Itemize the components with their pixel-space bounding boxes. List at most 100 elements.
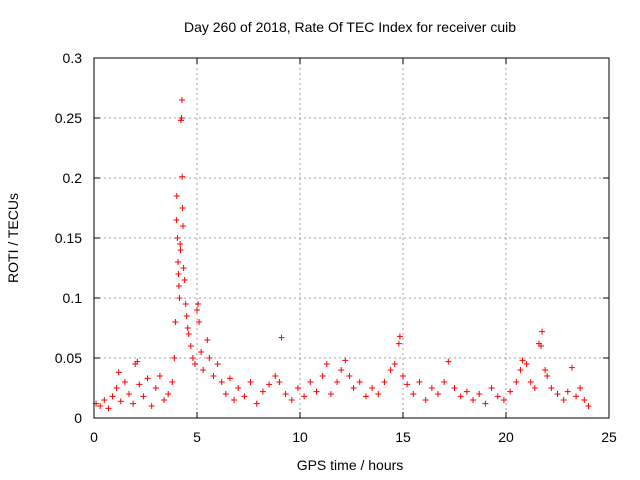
data-point xyxy=(463,388,470,395)
y-tick-label: 0.3 xyxy=(63,50,83,66)
data-point xyxy=(178,97,185,103)
data-point xyxy=(241,393,248,400)
data-point xyxy=(410,391,417,397)
data-point xyxy=(544,373,551,379)
data-point xyxy=(542,367,549,373)
data-point xyxy=(136,381,143,388)
data-point xyxy=(200,367,207,373)
data-point xyxy=(253,400,260,407)
data-point xyxy=(342,357,349,364)
y-axis-label: ROTI / TECUs xyxy=(5,193,21,283)
data-point xyxy=(174,235,181,241)
data-point xyxy=(585,403,592,409)
data-point xyxy=(457,393,464,400)
data-point xyxy=(573,393,580,400)
data-point xyxy=(445,358,452,365)
data-points xyxy=(93,97,592,412)
data-point xyxy=(531,385,538,391)
data-point xyxy=(194,307,200,313)
data-point xyxy=(523,361,530,367)
data-point xyxy=(126,391,133,397)
data-point xyxy=(117,398,124,405)
data-point xyxy=(235,385,242,391)
x-tick-label: 10 xyxy=(292,429,308,445)
x-tick-label: 20 xyxy=(498,429,514,445)
data-point xyxy=(175,271,182,277)
data-point xyxy=(350,385,357,391)
data-point xyxy=(422,397,429,403)
data-point xyxy=(204,337,211,343)
data-point xyxy=(183,313,190,319)
x-tick-label: 15 xyxy=(395,429,411,445)
data-point xyxy=(247,379,254,385)
data-point xyxy=(115,369,122,376)
data-point xyxy=(140,393,147,400)
data-point xyxy=(577,385,584,391)
data-point xyxy=(346,373,353,379)
x-axis-label: GPS time / hours xyxy=(297,457,404,473)
data-point xyxy=(206,355,213,361)
data-point xyxy=(179,223,186,229)
data-point xyxy=(179,205,186,211)
data-point xyxy=(177,247,184,253)
data-point xyxy=(181,277,188,283)
data-point xyxy=(173,217,180,223)
data-point xyxy=(184,325,191,331)
data-point xyxy=(148,403,155,409)
data-point xyxy=(513,379,520,385)
data-point xyxy=(195,301,202,307)
data-point xyxy=(319,373,326,379)
chart-title: Day 260 of 2018, Rate Of TEC Index for r… xyxy=(184,19,516,35)
data-point xyxy=(482,400,489,407)
data-point xyxy=(175,259,182,265)
data-point xyxy=(178,115,185,121)
data-point xyxy=(395,340,402,347)
data-point xyxy=(517,367,524,373)
data-point xyxy=(161,397,168,403)
data-point xyxy=(581,397,588,403)
data-point xyxy=(404,381,411,388)
data-point xyxy=(177,241,184,247)
data-point xyxy=(564,388,571,395)
data-point xyxy=(214,361,221,367)
x-tick-label: 0 xyxy=(90,429,98,445)
data-point xyxy=(278,334,285,341)
data-point xyxy=(180,265,187,271)
data-point xyxy=(568,364,575,371)
data-point xyxy=(113,385,120,391)
data-point xyxy=(391,361,398,367)
data-point xyxy=(218,379,225,385)
data-point xyxy=(179,173,186,180)
data-point xyxy=(210,373,217,379)
data-point xyxy=(272,373,279,379)
data-point xyxy=(400,373,406,379)
data-point xyxy=(494,393,501,400)
data-point xyxy=(527,379,534,385)
data-point xyxy=(134,358,141,365)
data-point xyxy=(288,397,295,403)
data-point xyxy=(369,385,376,391)
data-point xyxy=(266,381,273,388)
data-point xyxy=(294,385,301,391)
data-point xyxy=(507,388,514,395)
data-point xyxy=(519,357,526,364)
data-point xyxy=(451,385,458,391)
data-point xyxy=(356,379,363,385)
data-point xyxy=(334,379,341,385)
data-point xyxy=(144,375,151,382)
x-tick-label: 5 xyxy=(193,429,201,445)
data-point xyxy=(222,391,229,397)
data-point xyxy=(130,400,137,407)
data-point xyxy=(323,361,330,367)
data-point xyxy=(396,333,403,340)
data-point xyxy=(105,405,112,412)
data-point xyxy=(554,391,561,397)
data-point xyxy=(301,393,308,400)
data-point xyxy=(187,343,194,349)
data-point xyxy=(226,375,233,382)
data-point xyxy=(282,391,289,397)
axis-ticks: 0 5 10 15 20 25 0 0.05 0.1 0.15 0.2 0.25 0.3 xyxy=(55,50,617,445)
y-tick-label: 0 xyxy=(74,410,82,426)
